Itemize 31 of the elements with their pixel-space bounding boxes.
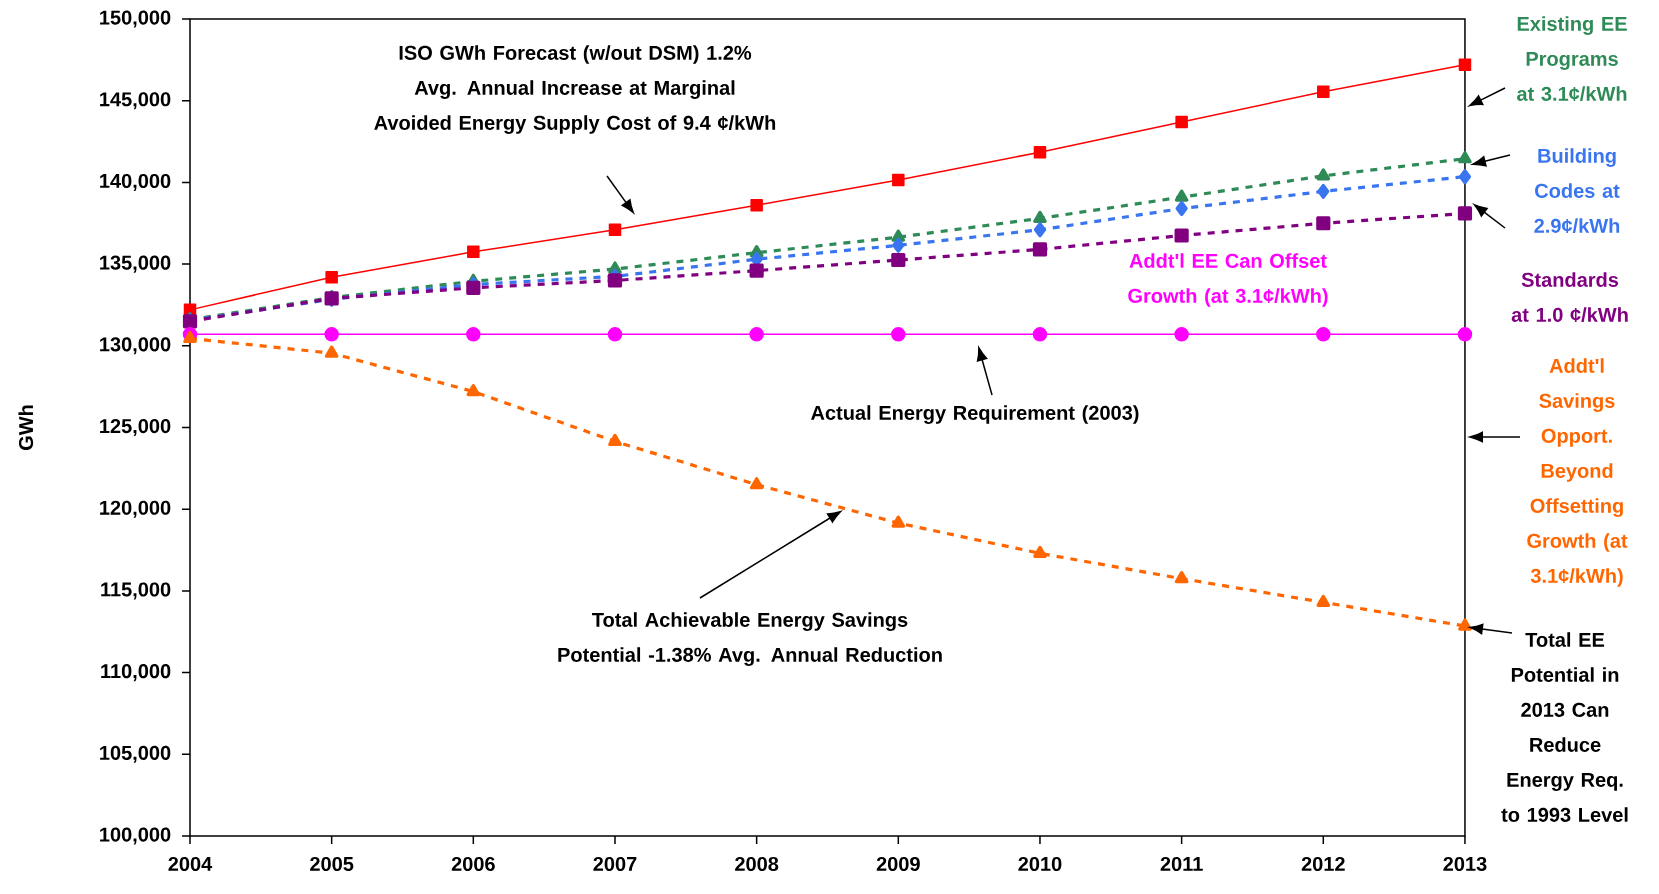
y-tick-label: 120,000 [100,500,171,518]
annotation: Total Achievable Energy Savings Potential -1.38% Avg. Annual Reduction [558,612,942,666]
y-tick-label: 130,000 [100,337,171,355]
annotation: ISO GWh Forecast (w/out DSM) 1.2% Avg. Annual Increase at Marginal Avoided Energy Supply Cost of 9.4 ¢/kWh [374,45,776,134]
x-tick-label: 2007 [593,856,637,872]
x-tick-label: 2004 [168,856,213,872]
y-tick-label: 125,000 [100,418,171,437]
x-tick-label: 2005 [310,856,354,872]
x-tick-label: 2011 [1160,856,1203,872]
y-tick-label: 110,000 [101,664,171,682]
y-tick-label: 105,000 [100,745,171,763]
y-tick-label: 115,000 [101,582,171,600]
x-tick-label: 2013 [1443,856,1487,872]
text: Standards at 1.0 ¢/kWh [1511,272,1628,323]
y-tick-label: 100,000 [100,827,171,845]
text: Building Codes at 2.9¢/kWh [1534,148,1620,234]
y-tick-label: 150,000 [100,10,171,28]
y-tick-label: 140,000 [100,173,171,191]
x-tick-label: 2012 [1301,856,1345,872]
text: Total EE Potential in 2013 Can Reduce Energy Req. to 1993 Level [1501,632,1628,822]
annotation: Addt'l EE Can Offset Growth (at 3.1¢/kWh) [1128,253,1328,307]
x-tick-label: 2006 [451,856,495,872]
text: Addt'l Savings Opport. Beyond Offsetting Growth (at 3.1¢/kWh) [1527,358,1628,587]
annotation: Actual Energy Requirement (2003) [811,405,1139,424]
y-axis-title: GWh [18,405,34,451]
text: Existing EE Programs at 3.1¢/kWh [1517,16,1627,102]
x-tick-label: 2010 [1018,856,1062,872]
x-tick-label: 2008 [735,856,779,872]
y-tick-label: 145,000 [100,92,171,110]
y-tick-label: 135,000 [100,255,171,273]
x-tick-label: 2009 [876,856,920,872]
